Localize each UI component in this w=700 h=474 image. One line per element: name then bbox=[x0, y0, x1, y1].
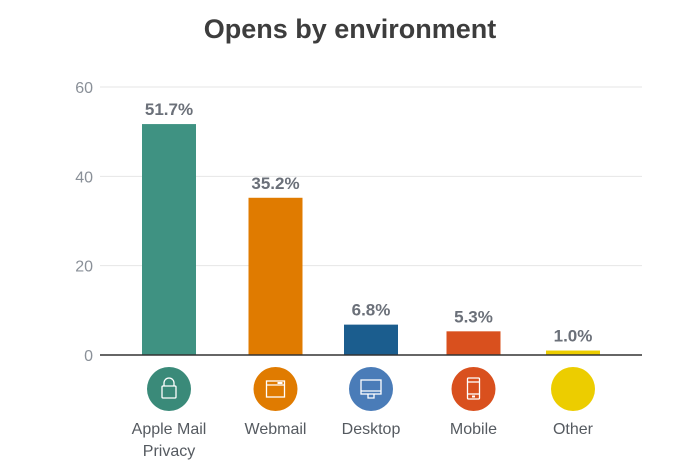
y-tick-label: 60 bbox=[75, 80, 93, 97]
bar bbox=[446, 331, 501, 355]
data-label: 1.0% bbox=[554, 327, 593, 346]
bar bbox=[142, 124, 196, 355]
category-label: Webmail bbox=[245, 421, 307, 438]
lock-icon bbox=[147, 367, 191, 411]
data-label: 35.2% bbox=[251, 174, 299, 193]
desktop-monitor-icon bbox=[349, 367, 393, 411]
bar bbox=[344, 324, 398, 355]
category-label: Other bbox=[553, 421, 594, 438]
category-label: Mobile bbox=[450, 421, 497, 438]
category-label: Privacy bbox=[143, 443, 195, 460]
data-label: 51.7% bbox=[145, 100, 193, 119]
y-tick-label: 40 bbox=[75, 169, 93, 186]
data-label: 6.8% bbox=[352, 301, 391, 320]
data-label: 5.3% bbox=[454, 307, 493, 326]
y-tick-label: 20 bbox=[75, 259, 93, 276]
category-label: Apple Mail bbox=[132, 421, 207, 438]
browser-window-icon bbox=[253, 367, 298, 411]
bar bbox=[546, 350, 600, 355]
category-dot bbox=[551, 367, 595, 411]
chart-title: Opens by environment bbox=[204, 14, 497, 44]
y-tick-label: 0 bbox=[84, 348, 93, 365]
mobile-phone-icon bbox=[451, 367, 496, 411]
category-label: Desktop bbox=[342, 421, 401, 438]
bar bbox=[248, 197, 303, 355]
